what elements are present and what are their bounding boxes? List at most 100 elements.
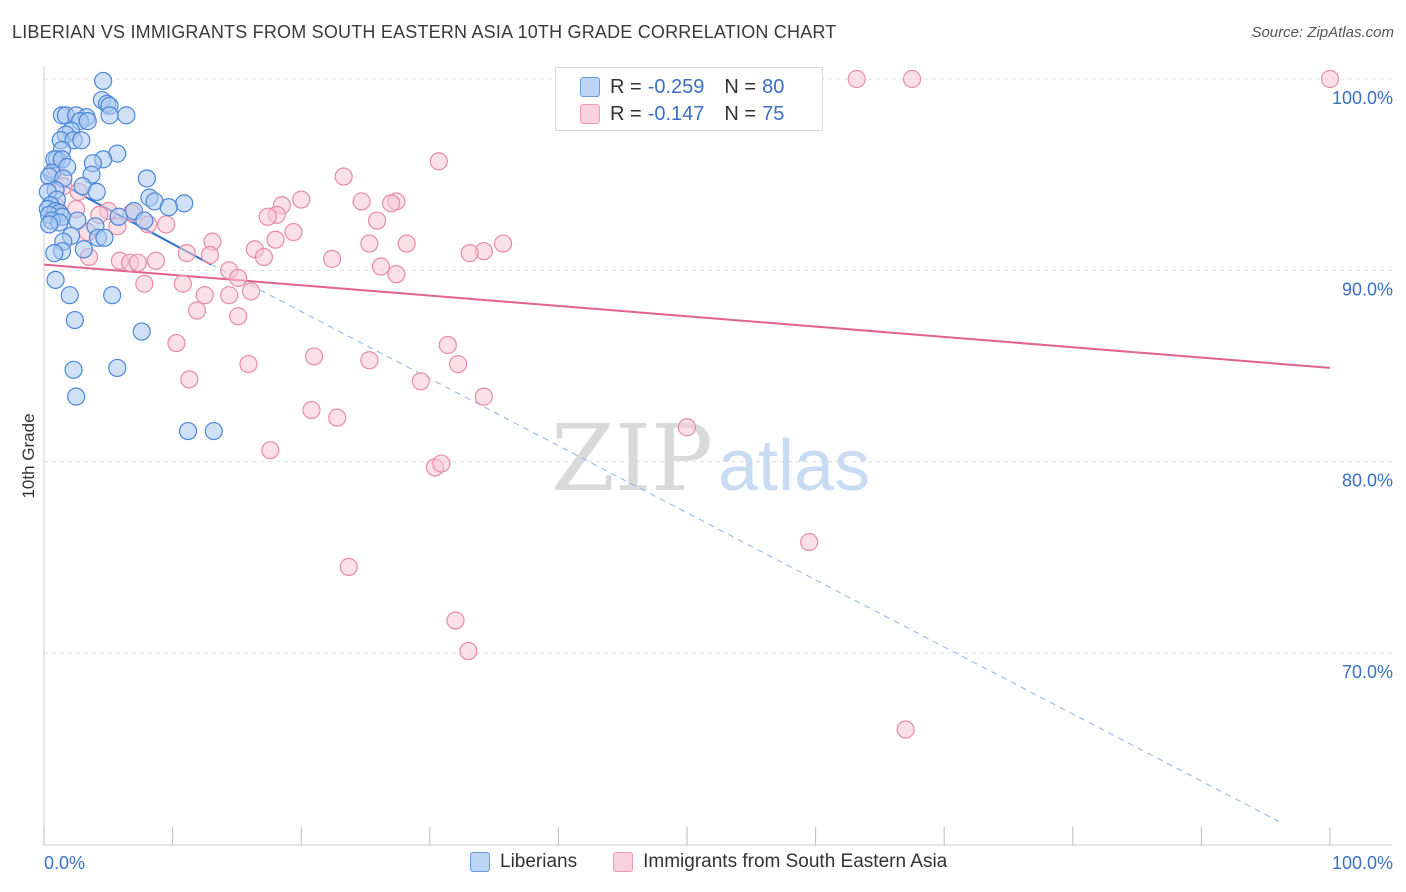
point-immigrants	[494, 234, 513, 253]
point-liberians	[117, 106, 136, 125]
point-liberians	[109, 207, 128, 226]
point-immigrants	[258, 207, 277, 226]
y-tick-label: 70.0%	[1342, 662, 1393, 682]
x-tick-label: 0.0%	[44, 853, 85, 873]
legend-r-label: R =	[610, 75, 642, 98]
point-immigrants	[135, 274, 154, 293]
point-immigrants	[352, 192, 371, 211]
legend-item-liberians[interactable]: Liberians	[470, 851, 577, 873]
point-liberians	[67, 387, 86, 406]
legend-item-immigrants[interactable]: Immigrants from South Eastern Asia	[613, 851, 947, 873]
trend-line-liberians-extension	[210, 264, 1279, 822]
point-immigrants	[448, 354, 468, 374]
point-immigrants	[200, 245, 219, 265]
point-immigrants	[173, 274, 192, 293]
point-immigrants	[304, 347, 324, 366]
point-immigrants	[429, 152, 448, 171]
point-liberians	[78, 111, 97, 131]
legend-n-value: 75	[762, 102, 785, 125]
point-liberians	[65, 310, 84, 330]
point-immigrants	[432, 454, 451, 473]
point-liberians	[103, 286, 122, 305]
points-layer	[38, 69, 1340, 739]
legend-row-liberians: R = -0.259 N = 80	[580, 74, 790, 100]
point-immigrants	[292, 190, 311, 209]
y-axis-label: 10th Grade	[19, 413, 38, 498]
point-immigrants	[677, 418, 697, 437]
point-immigrants	[438, 335, 457, 355]
y-tick-label: 90.0%	[1342, 279, 1393, 299]
point-immigrants	[187, 301, 207, 320]
point-immigrants	[387, 265, 406, 284]
point-liberians	[137, 169, 156, 188]
point-liberians	[45, 244, 64, 263]
point-immigrants	[847, 69, 866, 89]
legend-n-label: N =	[724, 102, 757, 125]
point-liberians	[74, 240, 93, 259]
y-tick-label: 100.0%	[1332, 88, 1393, 108]
legend-row-immigrants: R = -0.147 N = 75	[580, 101, 790, 127]
point-immigrants	[371, 257, 391, 276]
source-label: Source: ZipAtlas.com	[1251, 24, 1394, 41]
point-immigrants	[241, 282, 261, 301]
point-liberians	[100, 106, 119, 125]
point-liberians	[204, 421, 223, 441]
point-immigrants	[266, 230, 285, 249]
legend-swatch-pink	[580, 104, 600, 124]
watermark-atlas: atlas	[718, 426, 870, 506]
point-immigrants	[128, 253, 147, 272]
point-liberians	[175, 194, 194, 213]
correlation-legend: R = -0.259 N = 80 R = -0.147 N = 75	[555, 67, 823, 131]
point-immigrants	[302, 400, 321, 420]
legend-label-immigrants: Immigrants from South Eastern Asia	[643, 851, 948, 872]
trend-line-immigrants	[43, 263, 1331, 369]
point-immigrants	[1320, 69, 1340, 89]
point-immigrants	[902, 69, 922, 89]
point-immigrants	[459, 641, 478, 661]
point-liberians	[135, 211, 154, 230]
point-immigrants	[411, 372, 430, 391]
point-immigrants	[328, 408, 347, 427]
point-immigrants	[397, 234, 416, 253]
y-tick-label: 80.0%	[1342, 471, 1393, 491]
point-immigrants	[360, 351, 379, 370]
point-immigrants	[896, 720, 915, 739]
legend-label-liberians: Liberians	[500, 851, 578, 872]
point-immigrants	[322, 249, 342, 268]
point-liberians	[95, 228, 114, 247]
point-immigrants	[446, 611, 465, 630]
point-immigrants	[167, 333, 186, 353]
point-immigrants	[261, 441, 280, 460]
point-immigrants	[474, 387, 493, 406]
point-liberians	[159, 198, 178, 217]
legend-swatch-blue	[470, 852, 490, 872]
point-liberians	[87, 182, 106, 201]
watermark: ZIP atlas	[551, 405, 870, 512]
legend-r-label: R =	[610, 102, 642, 125]
point-liberians	[72, 131, 91, 150]
point-liberians	[40, 215, 59, 234]
point-immigrants	[239, 354, 258, 374]
point-immigrants	[254, 247, 274, 267]
point-immigrants	[220, 286, 239, 305]
point-immigrants	[382, 194, 401, 213]
point-liberians	[60, 286, 79, 305]
x-tick-label: 100.0%	[1332, 853, 1393, 873]
point-immigrants	[800, 532, 819, 552]
point-immigrants	[229, 307, 248, 326]
point-liberians	[64, 360, 83, 379]
point-liberians	[46, 270, 65, 289]
point-immigrants	[284, 222, 303, 242]
point-immigrants	[334, 167, 353, 186]
point-liberians	[108, 358, 127, 378]
point-immigrants	[146, 251, 165, 270]
point-immigrants	[180, 370, 199, 389]
point-liberians	[68, 211, 87, 230]
legend-swatch-blue	[580, 77, 600, 97]
point-liberians	[132, 322, 151, 341]
legend-r-value: -0.147	[647, 102, 705, 125]
point-liberians	[94, 71, 113, 91]
legend-r-value: -0.259	[647, 75, 705, 98]
point-immigrants	[195, 286, 214, 305]
